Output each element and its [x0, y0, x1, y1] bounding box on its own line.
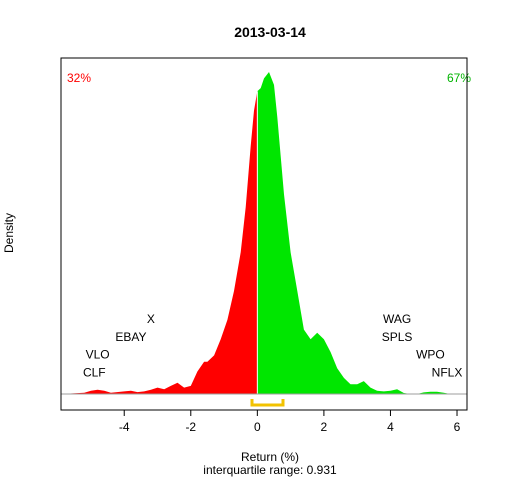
x-axis-label: Return (%)	[241, 450, 299, 464]
positive-density-area	[257, 72, 467, 394]
x-tick-label: 4	[387, 420, 394, 434]
y-axis-label: Density	[2, 213, 16, 253]
ticker-label: EBAY	[115, 330, 146, 344]
ticker-label: NFLX	[432, 365, 463, 379]
chart-title: 2013-03-14	[234, 24, 306, 40]
ticker-label: CLF	[83, 365, 106, 379]
x-axis: -4 -2 0 2 4 6	[119, 409, 461, 434]
x-tick-label: 2	[321, 420, 328, 434]
positive-share: 67%	[447, 71, 471, 85]
x-tick-label: -2	[185, 420, 196, 434]
negative-share: 32%	[67, 71, 91, 85]
iqr-caption: interquartile range: 0.931	[203, 463, 337, 477]
iqr-bracket	[250, 399, 285, 407]
x-tick-label: 0	[254, 420, 261, 434]
ticker-label: VLO	[86, 348, 110, 362]
x-tick-label: -4	[119, 420, 130, 434]
negative-density-area	[61, 91, 258, 395]
ticker-label: WPO	[416, 348, 445, 362]
ticker-label: SPLS	[382, 330, 413, 344]
x-tick-label: 6	[454, 420, 461, 434]
ticker-label: X	[147, 312, 155, 326]
ticker-label: WAG	[383, 312, 411, 326]
